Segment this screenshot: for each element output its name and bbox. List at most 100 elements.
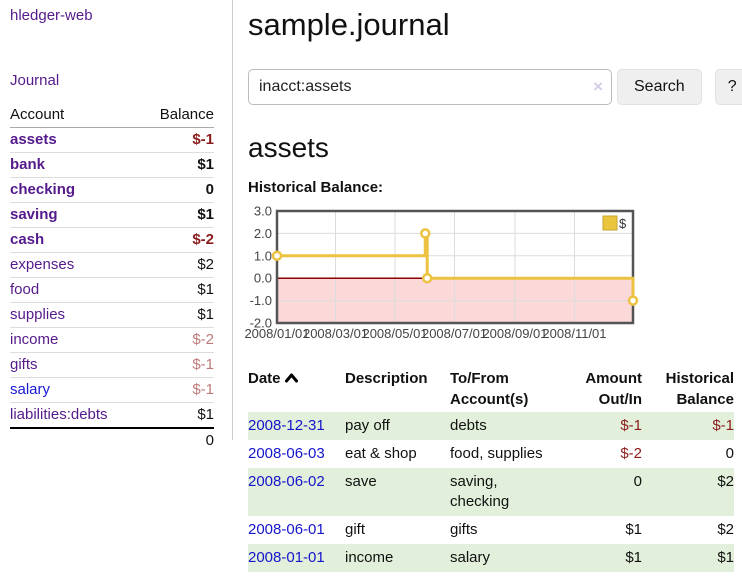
help-button[interactable]: ? (714, 69, 742, 105)
accounts-total-row: 0 (10, 427, 214, 453)
svg-text:2008/01/01: 2008/01/01 (244, 326, 309, 341)
transaction-accounts: debts (450, 417, 487, 434)
search-button[interactable]: Search (617, 69, 702, 105)
account-link-gifts[interactable]: gifts (10, 356, 38, 373)
transaction-date-link[interactable]: 2008-12-31 (248, 417, 325, 434)
register-header-description: Description (345, 370, 428, 387)
account-row: assets $-1 (10, 127, 214, 153)
account-row: gifts $-1 (10, 352, 214, 378)
app-brand-link[interactable]: hledger-web (10, 7, 93, 24)
account-link-saving[interactable]: saving (10, 206, 58, 223)
sort-ascending-icon (284, 373, 298, 383)
register-row: 2008-12-31 pay off debts $-1 $-1 (248, 412, 734, 440)
account-link-assets[interactable]: assets (10, 131, 57, 148)
chart-title: Historical Balance: (248, 179, 384, 196)
account-balance: $1 (141, 277, 214, 303)
transaction-accounts: salary (450, 549, 491, 566)
transaction-accounts: gifts (450, 521, 478, 538)
svg-text:-2.0: -2.0 (250, 316, 272, 331)
svg-text:2.0: 2.0 (254, 226, 272, 241)
account-balance: $1 (141, 152, 214, 178)
register-header-amount: Amount Out/In (585, 370, 642, 408)
register-row: 2008-06-01 gift gifts $1 $2 (248, 516, 734, 544)
svg-text:-1.0: -1.0 (250, 293, 272, 308)
transaction-balance: $2 (717, 521, 734, 538)
transaction-description: income (345, 549, 394, 566)
svg-text:2008/05/01: 2008/05/01 (362, 326, 427, 341)
transaction-description: gift (345, 521, 366, 538)
register-header-balance: Historical Balance (665, 370, 734, 408)
account-row: liabilities:debts $1 (10, 402, 214, 429)
account-row: checking 0 (10, 177, 214, 203)
transaction-balance: 0 (725, 445, 734, 462)
accounts-table: Account Balance assets $-1 bank $1 checking 0… (10, 105, 214, 453)
transaction-amount: $1 (625, 549, 642, 566)
account-row: income $-2 (10, 327, 214, 353)
account-link-supplies[interactable]: supplies (10, 306, 66, 323)
account-row: supplies $1 (10, 302, 214, 328)
account-row: saving $1 (10, 202, 214, 228)
account-balance: $-1 (141, 127, 214, 153)
account-balance: 0 (141, 177, 214, 203)
transaction-amount: $-1 (620, 417, 642, 434)
transaction-description: eat & shop (345, 445, 417, 462)
search-input[interactable] (248, 69, 612, 105)
svg-text:2008/09/01: 2008/09/01 (482, 326, 547, 341)
register-row: 2008-06-02 save saving, checking 0 $2 (248, 468, 734, 516)
account-row: cash $-2 (10, 227, 214, 253)
transaction-date-link[interactable]: 2008-01-01 (248, 549, 325, 566)
account-row: salary $-1 (10, 377, 214, 403)
transaction-amount: $-2 (620, 445, 642, 462)
account-heading: assets (248, 132, 329, 163)
register-header-accounts: To/From Account(s) (450, 370, 529, 408)
account-link-income[interactable]: income (10, 331, 59, 348)
account-link-bank[interactable]: bank (10, 156, 46, 173)
transaction-balance: $-1 (712, 417, 734, 434)
account-balance: $2 (141, 252, 214, 278)
account-balance: $1 (141, 302, 214, 328)
svg-text:0.0: 0.0 (254, 271, 272, 286)
account-link-liabilities-debts[interactable]: liabilities:debts (10, 406, 108, 423)
sidebar-divider (232, 0, 233, 440)
svg-text:2008/03/01: 2008/03/01 (303, 326, 368, 341)
page-title: sample.journal (248, 7, 450, 42)
account-row: bank $1 (10, 152, 214, 178)
transaction-description: pay off (345, 417, 390, 434)
transaction-accounts: food, supplies (450, 445, 543, 462)
register-row: 2008-01-01 income salary $1 $1 (248, 544, 734, 572)
account-row: expenses $2 (10, 252, 214, 278)
svg-text:2008/11/01: 2008/11/01 (542, 326, 606, 341)
account-balance: $-2 (141, 327, 214, 353)
transaction-date-link[interactable]: 2008-06-02 (248, 473, 325, 490)
register-row: 2008-06-03 eat & shop food, supplies $-2 0 (248, 440, 734, 468)
transaction-description: save (345, 473, 377, 490)
register-table: Date Description To/From Account(s) Amou… (248, 366, 734, 572)
svg-text:2008/07/01: 2008/07/01 (422, 326, 487, 341)
account-balance: $-1 (141, 352, 214, 378)
account-link-food[interactable]: food (10, 281, 40, 298)
clear-search-icon[interactable]: × (593, 77, 603, 96)
accounts-header-balance: Balance (141, 105, 214, 128)
account-link-expenses[interactable]: expenses (10, 256, 75, 273)
register-header-date[interactable]: Date (248, 366, 345, 412)
account-link-checking[interactable]: checking (10, 181, 76, 198)
transaction-date-link[interactable]: 2008-06-03 (248, 445, 325, 462)
historical-balance-chart: $3.0 2.0 1.0 0.0 -1.0 -2.0 2008/01/01 2008/03/0… (240, 204, 642, 341)
account-row: food $1 (10, 277, 214, 303)
account-link-cash[interactable]: cash (10, 231, 45, 248)
transaction-date-link[interactable]: 2008-06-01 (248, 521, 325, 538)
account-link-salary[interactable]: salary (10, 381, 51, 398)
transaction-balance: $1 (717, 549, 734, 566)
transaction-amount: $1 (625, 521, 642, 538)
sidebar-item-journal[interactable]: Journal (10, 72, 60, 89)
account-balance: $1 (141, 202, 214, 228)
search-form: × Search ? (248, 69, 742, 105)
account-balance: $1 (141, 402, 214, 429)
transaction-amount: 0 (633, 473, 642, 490)
svg-text:3.0: 3.0 (254, 204, 272, 219)
main-content: sample.journal × Search ? assets Histori… (244, 0, 742, 572)
account-balance: $-2 (141, 227, 214, 253)
svg-text:1.0: 1.0 (254, 248, 272, 263)
accounts-header-account: Account (10, 105, 142, 128)
account-balance: $-1 (141, 377, 214, 403)
